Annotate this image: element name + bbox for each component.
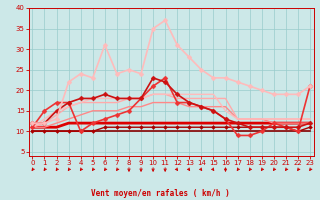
Text: Vent moyen/en rafales ( km/h ): Vent moyen/en rafales ( km/h ) [91, 189, 229, 198]
